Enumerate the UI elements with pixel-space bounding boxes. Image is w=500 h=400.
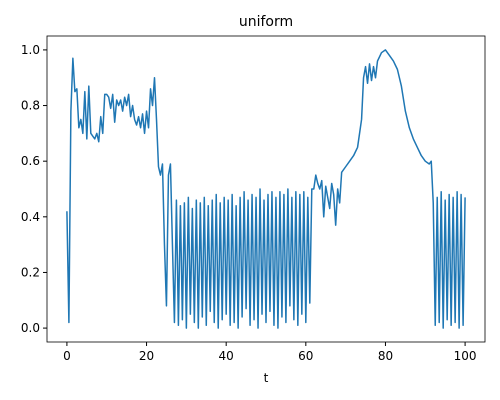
x-axis-label: t: [264, 371, 269, 385]
chart-title: uniform: [239, 14, 293, 30]
y-tick-label: 0.2: [21, 265, 40, 279]
plot-frame: [46, 35, 486, 343]
x-tick-label: 40: [219, 349, 234, 363]
y-tick-label: 0.8: [21, 99, 40, 113]
line: [66, 49, 466, 329]
x-tick-label: 80: [378, 349, 393, 363]
x-tick-label: 100: [454, 349, 477, 363]
y-tick-label: 0.6: [21, 154, 40, 168]
y-tick-label: 0.4: [21, 210, 40, 224]
x-tick-label: 0: [63, 349, 71, 363]
x-tick-label: 60: [298, 349, 313, 363]
y-tick-label: 0.0: [21, 321, 40, 335]
y-tick-label: 1.0: [21, 43, 40, 57]
x-tick-label: 20: [139, 349, 154, 363]
